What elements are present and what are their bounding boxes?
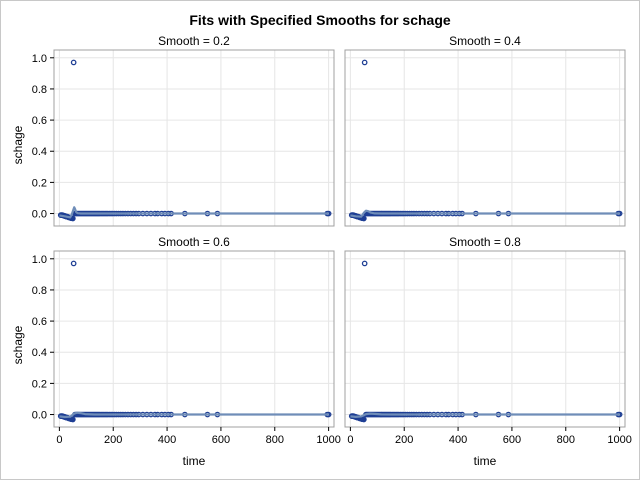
y-tick-label: 0.4 (32, 347, 47, 359)
data-point (360, 416, 367, 423)
fit-line (350, 412, 620, 418)
data-point (70, 59, 77, 66)
data-point (361, 59, 368, 66)
y-tick-label: 0.0 (32, 209, 47, 221)
x-tick-label: 1000 (316, 434, 340, 446)
data-point (360, 215, 367, 222)
data-point (69, 416, 76, 423)
x-tick-label: 0 (56, 434, 62, 446)
x-tick-label: 200 (104, 434, 122, 446)
panel-border (344, 250, 626, 428)
fit-line (350, 209, 620, 218)
panel-label: Smooth = 0.8 (449, 235, 521, 249)
panel-1: Smooth = 0.2 0.0 0.2 0.4 0.6 0.8 1.0 (32, 34, 335, 227)
x-tick-label: 800 (266, 434, 284, 446)
fit-line (59, 411, 329, 419)
panel-label: Smooth = 0.2 (158, 34, 230, 48)
y-tick-label: 0.0 (32, 410, 47, 422)
x-tick-label: 200 (395, 434, 413, 446)
y-axis-label-bottom: schage (11, 325, 25, 364)
y-tick-label: 0.4 (32, 146, 47, 158)
y-tick-label: 1.0 (32, 254, 47, 266)
panel-2: Smooth = 0.4 (344, 34, 626, 227)
y-tick-label: 0.6 (32, 115, 47, 127)
x-tick-label: 400 (449, 434, 467, 446)
x-axis-label-right: time (474, 454, 497, 468)
x-tick-label: 600 (503, 434, 521, 446)
y-tick-label: 0.2 (32, 177, 47, 189)
panel-label: Smooth = 0.4 (449, 34, 521, 48)
y-tick-label: 0.6 (32, 316, 47, 328)
fit-line (59, 206, 329, 219)
y-tick-label: 0.8 (32, 84, 47, 96)
y-tick-label: 0.2 (32, 378, 47, 390)
panel-border (53, 49, 335, 227)
panel-border (344, 49, 626, 227)
data-point (361, 260, 368, 267)
x-tick-label: 1000 (607, 434, 631, 446)
x-tick-label: 400 (158, 434, 176, 446)
x-tick-label: 600 (212, 434, 230, 446)
panel-3: Smooth = 0.6 0.0 0.2 0.4 0.6 0.8 1.0 0 200 400 600… (32, 235, 341, 446)
y-axis-label-top: schage (11, 125, 25, 164)
data-point (69, 215, 76, 222)
panel-label: Smooth = 0.6 (158, 235, 230, 249)
chart-title: Fits with Specified Smooths for schage (189, 12, 451, 28)
y-tick-label: 1.0 (32, 53, 47, 65)
x-tick-label: 0 (347, 434, 353, 446)
data-point (70, 260, 77, 267)
y-tick-label: 0.8 (32, 285, 47, 297)
panel-border (53, 250, 335, 428)
x-axis-label-left: time (183, 454, 206, 468)
panel-4: Smooth = 0.8 0 200 400 600 800 1000 (344, 235, 632, 446)
x-tick-label: 800 (557, 434, 575, 446)
